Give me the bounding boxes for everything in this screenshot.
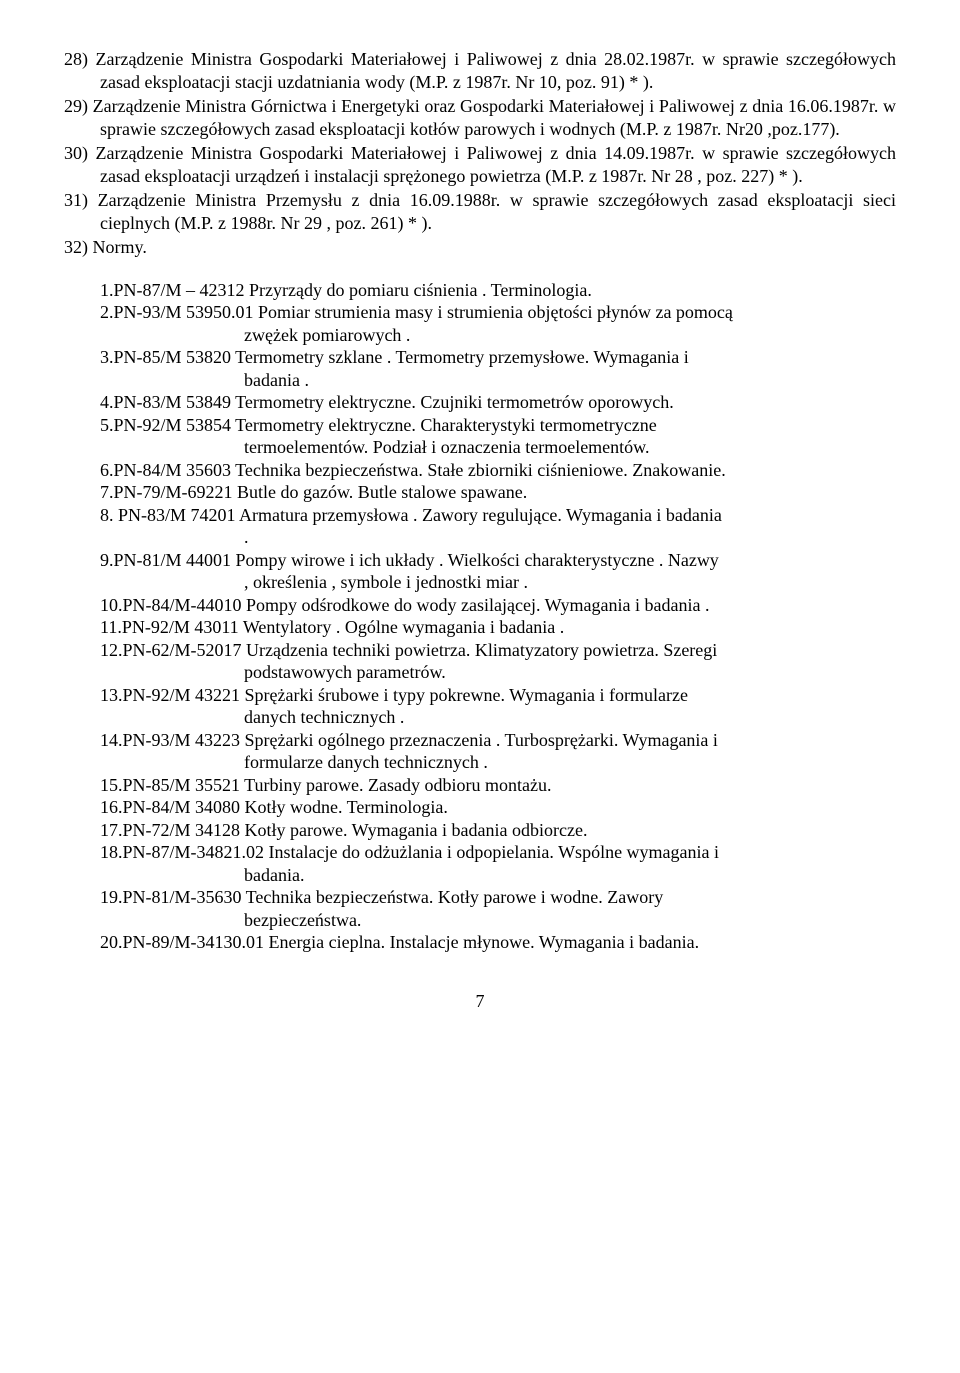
ordinance-item-29: 29) Zarządzenie Ministra Górnictwa i Ene… xyxy=(64,95,896,140)
norm-13-line1: 13.PN-92/M 43221 Sprężarki śrubowe i typ… xyxy=(64,684,896,707)
ordinance-item-30: 30) Zarządzenie Ministra Gospodarki Mate… xyxy=(64,142,896,187)
norm-14-line2: formularze danych technicznych . xyxy=(64,751,896,774)
norm-19-line1: 19.PN-81/M-35630 Technika bezpieczeństwa… xyxy=(64,886,896,909)
ordinance-item-31: 31) Zarządzenie Ministra Przemysłu z dni… xyxy=(64,189,896,234)
ordinance-item-32: 32) Normy. xyxy=(64,236,896,259)
page-number: 7 xyxy=(64,990,896,1013)
norm-9-line1: 9.PN-81/M 44001 Pompy wirowe i ich układ… xyxy=(64,549,896,572)
norm-8-line2: . xyxy=(64,526,896,549)
norm-14-line1: 14.PN-93/M 43223 Sprężarki ogólnego prze… xyxy=(64,729,896,752)
norm-1: 1.PN-87/M – 42312 Przyrządy do pomiaru c… xyxy=(64,279,896,302)
norm-12-line2: podstawowych parametrów. xyxy=(64,661,896,684)
norm-20: 20.PN-89/M-34130.01 Energia cieplna. Ins… xyxy=(64,931,896,954)
norm-18-line2: badania. xyxy=(64,864,896,887)
norm-19-line2: bezpieczeństwa. xyxy=(64,909,896,932)
norm-16: 16.PN-84/M 34080 Kotły wodne. Terminolog… xyxy=(64,796,896,819)
norm-12-line1: 12.PN-62/M-52017 Urządzenia techniki pow… xyxy=(64,639,896,662)
norm-17: 17.PN-72/M 34128 Kotły parowe. Wymagania… xyxy=(64,819,896,842)
norm-3-line2: badania . xyxy=(64,369,896,392)
norm-15: 15.PN-85/M 35521 Turbiny parowe. Zasady … xyxy=(64,774,896,797)
norm-9-line2: , określenia , symbole i jednostki miar … xyxy=(64,571,896,594)
norm-11: 11.PN-92/M 43011 Wentylatory . Ogólne wy… xyxy=(64,616,896,639)
norm-10: 10.PN-84/M-44010 Pompy odśrodkowe do wod… xyxy=(64,594,896,617)
norm-5-line2: termoelementów. Podział i oznaczenia ter… xyxy=(64,436,896,459)
norm-7: 7.PN-79/M-69221 Butle do gazów. Butle st… xyxy=(64,481,896,504)
norm-13-line2: danych technicznych . xyxy=(64,706,896,729)
norm-3-line1: 3.PN-85/M 53820 Termometry szklane . Ter… xyxy=(64,346,896,369)
norm-18-line1: 18.PN-87/M-34821.02 Instalacje do odżużl… xyxy=(64,841,896,864)
norm-8: 8. PN-83/M 74201 Armatura przemysłowa . … xyxy=(64,504,896,527)
norm-6: 6.PN-84/M 35603 Technika bezpieczeństwa.… xyxy=(64,459,896,482)
norm-5-line1: 5.PN-92/M 53854 Termometry elektryczne. … xyxy=(64,414,896,437)
norm-2-line2: zwężek pomiarowych . xyxy=(64,324,896,347)
ordinance-item-28: 28) Zarządzenie Ministra Gospodarki Mate… xyxy=(64,48,896,93)
norm-2-line1: 2.PN-93/M 53950.01 Pomiar strumienia mas… xyxy=(64,301,896,324)
norm-4: 4.PN-83/M 53849 Termometry elektryczne. … xyxy=(64,391,896,414)
